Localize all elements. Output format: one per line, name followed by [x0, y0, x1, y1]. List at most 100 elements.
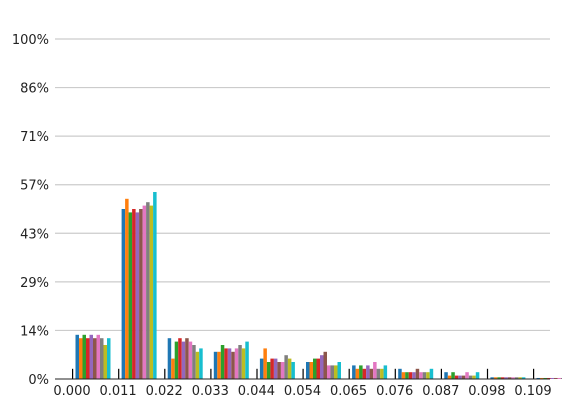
histogram-bar — [273, 358, 278, 379]
histogram-bar — [408, 372, 413, 379]
histogram-bar — [259, 358, 264, 379]
y-tick-label: 14% — [20, 324, 49, 339]
histogram-bar — [96, 334, 100, 379]
histogram-bar — [220, 345, 225, 379]
histogram-bar — [277, 362, 281, 379]
histogram-bar — [185, 338, 189, 379]
histogram-bar — [429, 368, 434, 379]
histogram-bar — [500, 377, 505, 379]
y-tick-label: 43% — [20, 227, 49, 242]
histogram-bar — [231, 351, 235, 379]
histogram-bar — [493, 377, 498, 379]
histogram-bar — [415, 368, 420, 379]
histogram-bar — [426, 372, 430, 379]
histogram-bar — [149, 205, 154, 379]
histogram-bar — [167, 338, 172, 379]
histogram-bar — [287, 358, 292, 379]
y-tick-label: 71% — [20, 130, 49, 145]
histogram-bar — [511, 377, 515, 379]
histogram-bar — [86, 338, 90, 379]
histogram-bar — [181, 341, 186, 379]
histogram-bar — [327, 365, 331, 379]
y-tick-labels: 0% 14% 29% 43% 57% 71% 86% 100% — [12, 33, 49, 388]
histogram-bar — [291, 362, 295, 379]
x-tick-label: 0.033 — [192, 384, 229, 399]
histogram-bar — [125, 198, 129, 379]
histogram-bar — [405, 372, 409, 379]
histogram-bar — [217, 351, 221, 379]
histogram-bar — [89, 334, 93, 379]
histogram-bar — [121, 209, 126, 379]
histogram-bar — [245, 341, 249, 379]
histogram-bar — [334, 365, 338, 379]
histogram-bar — [234, 348, 239, 379]
histogram-bar — [359, 365, 363, 379]
histogram-bar — [447, 375, 452, 379]
histogram-bar — [270, 358, 274, 379]
histogram-bar — [313, 358, 317, 379]
histogram-bar — [461, 375, 466, 379]
x-tick-label: 0.076 — [376, 384, 413, 399]
histogram-bar — [178, 338, 182, 379]
histogram-bar — [227, 348, 232, 379]
x-tick-label: 0.022 — [146, 384, 183, 399]
histogram-bar — [280, 362, 285, 379]
y-tick-label: 0% — [28, 373, 49, 388]
histogram-bar — [142, 205, 147, 379]
histogram-bar — [398, 368, 402, 379]
histogram-bar — [373, 362, 377, 379]
histogram-bar — [146, 202, 150, 379]
x-tick-label: 0.065 — [330, 384, 367, 399]
y-tick-label: 86% — [20, 82, 49, 97]
histogram-bar — [458, 375, 462, 379]
histogram-bar — [468, 375, 473, 379]
histogram-bar — [518, 377, 522, 379]
histogram-bar — [210, 368, 212, 379]
histogram-bar — [412, 372, 416, 379]
histogram-bar — [540, 377, 544, 379]
histogram-bar — [135, 212, 140, 379]
histogram-bar — [256, 368, 258, 379]
histogram-bar — [543, 377, 547, 379]
histogram-bar — [380, 368, 384, 379]
x-tick-label: 0.000 — [53, 384, 90, 399]
histogram-bar — [139, 209, 143, 379]
histogram-bar — [302, 368, 304, 379]
histogram-bar — [224, 348, 228, 379]
histogram-bar — [521, 377, 526, 379]
histogram-bar — [316, 358, 320, 379]
histogram-bar — [383, 365, 388, 379]
histogram-bar — [472, 375, 476, 379]
histogram-bar — [355, 368, 360, 379]
histogram-bar — [241, 348, 246, 379]
histogram-bar — [195, 351, 200, 379]
histogram-bar — [164, 368, 166, 379]
histogram-bar — [533, 368, 535, 379]
y-tick-label: 57% — [20, 179, 49, 194]
histogram-bar — [369, 368, 374, 379]
histogram-bar — [401, 372, 406, 379]
histogram-bar — [118, 368, 120, 379]
histogram-bar — [554, 377, 558, 379]
histogram-bar — [171, 358, 175, 379]
histogram-bar — [107, 338, 111, 379]
histogram-bar — [362, 368, 367, 379]
histogram-bar — [352, 365, 356, 379]
histogram-bar — [547, 377, 551, 379]
histogram-bar — [419, 372, 423, 379]
histogram-bar — [309, 362, 313, 379]
histogram-bar — [72, 368, 74, 379]
histogram-bar — [128, 212, 133, 379]
histogram-bar — [284, 355, 288, 379]
histogram-bar — [376, 368, 381, 379]
histogram-bar — [451, 372, 455, 379]
histogram-bar — [153, 192, 157, 379]
histogram-bar — [188, 341, 193, 379]
x-tick-label: 0.098 — [468, 384, 505, 399]
x-tick-label: 0.044 — [238, 384, 275, 399]
histogram-bar — [337, 362, 341, 379]
y-tick-label: 100% — [12, 33, 49, 48]
histogram-bar — [213, 351, 218, 379]
